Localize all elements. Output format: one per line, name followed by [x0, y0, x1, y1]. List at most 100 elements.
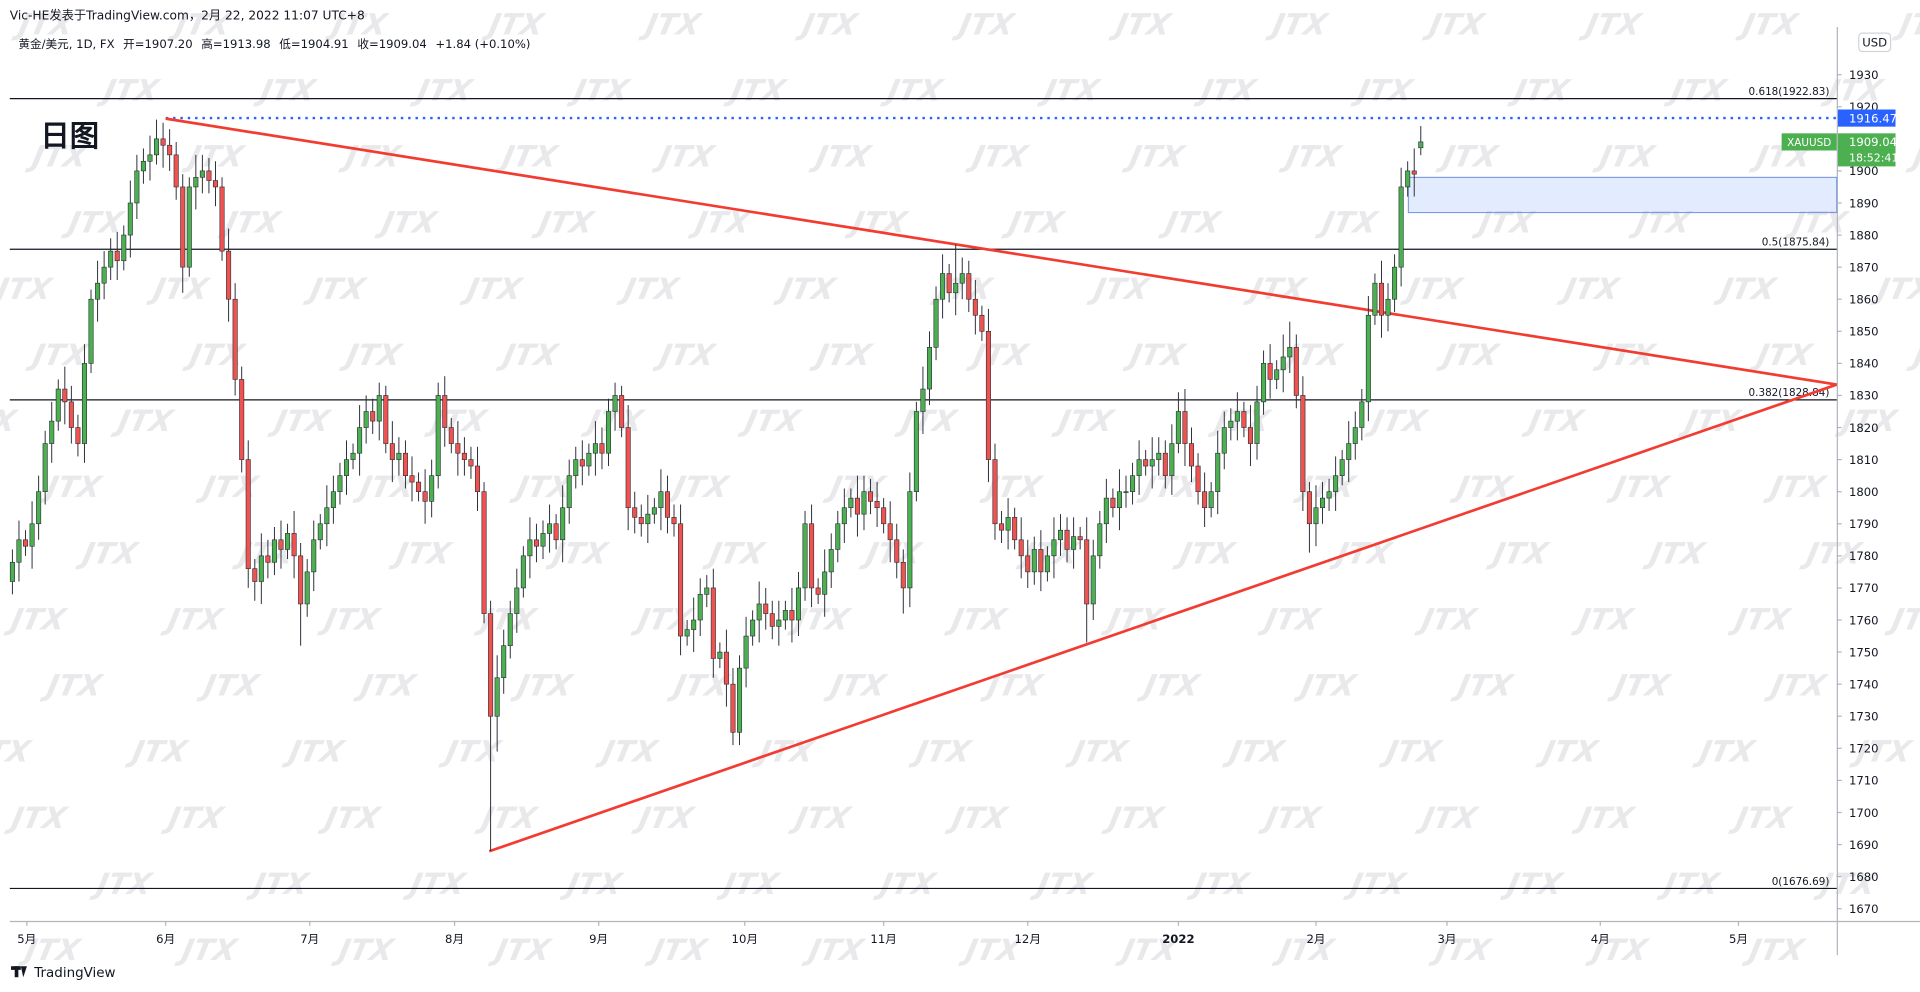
candle-body — [36, 491, 42, 525]
candle-body — [1025, 555, 1031, 573]
watermark: JTX — [195, 471, 263, 506]
candle-body — [520, 555, 526, 589]
header: Vic-HE发表于TradingView.com，2月 22, 2022 11:… — [10, 8, 365, 23]
watermark: JTX — [1029, 867, 1097, 902]
watermark: JTX — [1421, 8, 1489, 43]
candle-body — [527, 539, 533, 557]
zone — [1407, 176, 1838, 214]
candle-body — [389, 443, 395, 460]
candle-body — [442, 395, 448, 428]
candle-body — [1411, 170, 1417, 175]
candle-body — [88, 298, 94, 364]
watermark: JTX — [11, 8, 79, 43]
candle-body — [435, 395, 441, 476]
watermark: JTX — [944, 801, 1012, 836]
candle-body — [586, 452, 592, 467]
candle-body — [1247, 427, 1253, 444]
candle-body — [599, 443, 605, 454]
candle-body — [979, 314, 985, 332]
candle-body — [1418, 141, 1424, 149]
currency: USD — [1862, 36, 1887, 50]
watermark: JTX — [0, 272, 57, 307]
candle-body — [1215, 452, 1221, 492]
fib-label: 0.618(1922.83) — [1749, 86, 1830, 98]
watermark: JTX — [1364, 404, 1432, 439]
candle-body — [1254, 401, 1260, 444]
candle-body — [861, 491, 867, 515]
watermark: JTX — [1435, 338, 1503, 373]
watermark: JTX — [1413, 603, 1481, 638]
candle-body — [1064, 529, 1070, 550]
candle-body — [357, 427, 363, 454]
watermark: JTX — [716, 867, 784, 902]
candle-body — [868, 491, 874, 502]
watermark: JTX — [182, 338, 250, 373]
candle-body — [1261, 363, 1267, 403]
watermark: JTX — [1570, 603, 1638, 638]
watermark: JTX — [1677, 404, 1745, 439]
watermark: JTX — [267, 404, 335, 439]
watermark: JTX — [1157, 206, 1225, 241]
watermark: JTX — [402, 867, 470, 902]
candle-body — [180, 186, 186, 268]
fib-label: 0.5(1875.84) — [1762, 237, 1830, 249]
watermark: JTX — [438, 735, 506, 770]
watermark: JTX — [1571, 801, 1639, 836]
candle-body — [835, 523, 841, 550]
watermark: JTX — [787, 801, 855, 836]
watermark: JTX — [1521, 404, 1589, 439]
x-tick-label: 2月 — [1306, 932, 1325, 946]
watermark: JTX — [494, 140, 562, 175]
watermark: JTX — [630, 801, 698, 836]
candle-body — [429, 475, 435, 502]
candle-body — [9, 561, 15, 582]
currency-badge[interactable] — [1858, 32, 1892, 53]
candle-body — [1378, 282, 1384, 316]
candle-body — [62, 388, 68, 403]
y-tick-label: 1680 — [1849, 870, 1879, 884]
candle-body — [1385, 298, 1391, 316]
candle-body — [1175, 411, 1181, 444]
candle-body — [723, 651, 729, 685]
price-line-badge — [1837, 109, 1896, 127]
candle-body — [455, 443, 461, 454]
candle-body — [795, 587, 801, 621]
watermark: JTX — [858, 537, 926, 572]
watermark: JTX — [1591, 140, 1659, 175]
watermark: JTX — [245, 867, 313, 902]
candle-body — [1130, 475, 1136, 492]
watermark: JTX — [1001, 206, 1069, 241]
candle-body — [1057, 529, 1064, 541]
candle-body — [330, 491, 336, 509]
candle-body — [134, 170, 140, 204]
candle-body — [848, 497, 854, 509]
watermark: JTX — [352, 669, 420, 704]
candle-body — [1300, 395, 1306, 492]
candle-body — [874, 501, 880, 509]
candle-body — [809, 523, 815, 589]
candle-body — [553, 523, 559, 541]
candle-body — [474, 465, 481, 492]
watermark: JTX — [1186, 867, 1254, 902]
candle-body — [547, 523, 553, 534]
watermark: JTX — [823, 669, 891, 704]
candle-body — [75, 427, 81, 444]
legend: 黄金/美元, 1D, FX 开=1907.20 高=1913.98 低=1904… — [18, 37, 530, 51]
candle-body — [278, 539, 284, 550]
candle-body — [448, 427, 454, 444]
candle-body — [651, 507, 657, 515]
candle-body — [913, 411, 919, 492]
x-tick-label: 11月 — [870, 932, 896, 946]
x-tick-label: 3月 — [1437, 932, 1456, 946]
candle-body — [49, 420, 55, 444]
watermark: JTX — [965, 338, 1033, 373]
candle-body — [1359, 401, 1365, 428]
candle-body — [1306, 491, 1312, 525]
watermark: JTX — [0, 404, 21, 439]
watermark: JTX — [1906, 338, 1920, 373]
candle-body — [206, 170, 212, 181]
candle-body — [1346, 443, 1352, 460]
watermark: JTX — [1257, 801, 1325, 836]
watermark: JTX — [317, 801, 385, 836]
candle-body — [664, 491, 670, 518]
